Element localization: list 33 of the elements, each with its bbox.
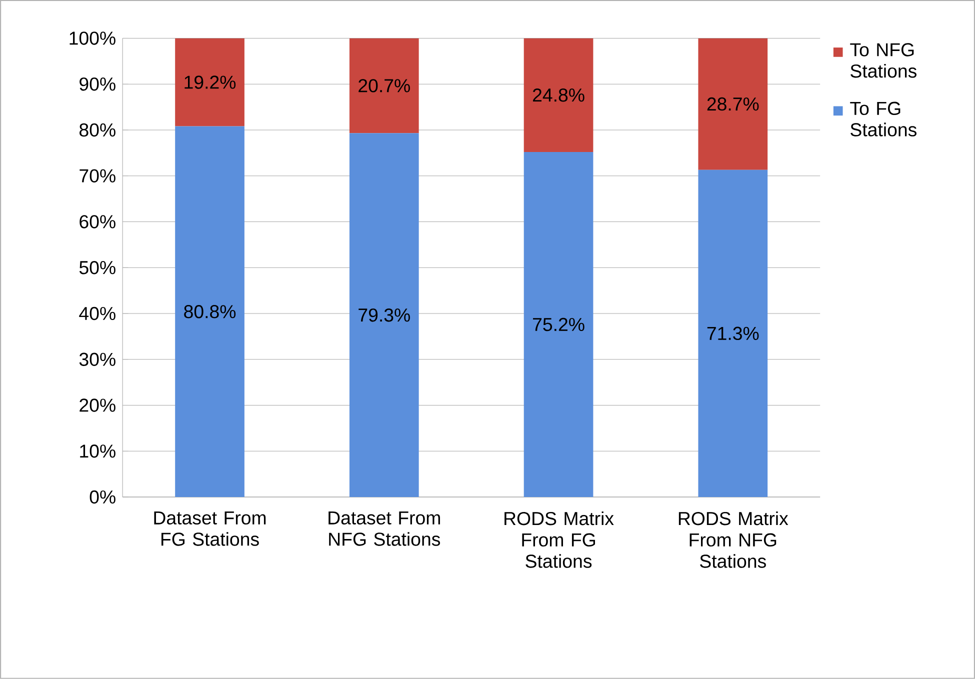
y-tick-label: 40% — [79, 306, 116, 320]
bar — [698, 170, 768, 498]
y-tick-label: 80% — [80, 123, 116, 137]
data-label: 75.2% — [533, 318, 584, 332]
data-label: 24.8% — [532, 88, 584, 102]
legend-label: To NFG Stations — [850, 43, 916, 78]
data-label: 28.7% — [707, 97, 759, 111]
x-tick-label: RODS Matrix From FG Stations — [504, 512, 614, 568]
y-tick-label: 60% — [80, 215, 116, 228]
bar — [524, 152, 594, 498]
y-tick-label: 20% — [80, 398, 116, 412]
bar — [524, 38, 594, 152]
y-tick-label: 10% — [80, 444, 116, 458]
data-label: 19.2% — [184, 76, 236, 89]
y-tick-label: 90% — [80, 78, 116, 91]
bar — [349, 133, 419, 498]
y-tick-label: 70% — [80, 169, 116, 183]
y-tick-label: 50% — [79, 261, 116, 274]
bar — [175, 126, 244, 498]
x-tick-label: Dataset From NFG Stations — [328, 512, 440, 546]
data-label: 80.8% — [184, 305, 236, 318]
bar — [349, 38, 419, 134]
y-tick-label: 30% — [79, 352, 116, 366]
data-label: 71.3% — [707, 326, 759, 340]
x-tick-label: Dataset From FG Stations — [154, 512, 266, 546]
y-tick-label: 100% — [70, 32, 116, 45]
data-label: 20.7% — [358, 79, 410, 92]
bar — [175, 38, 244, 126]
data-label: 79.3% — [358, 308, 410, 322]
bar — [698, 38, 768, 170]
y-tick-label: 0% — [90, 490, 116, 504]
legend-label: To FG Stations — [850, 102, 916, 136]
x-tick-label: RODS Matrix From NFG Stations — [678, 512, 788, 568]
